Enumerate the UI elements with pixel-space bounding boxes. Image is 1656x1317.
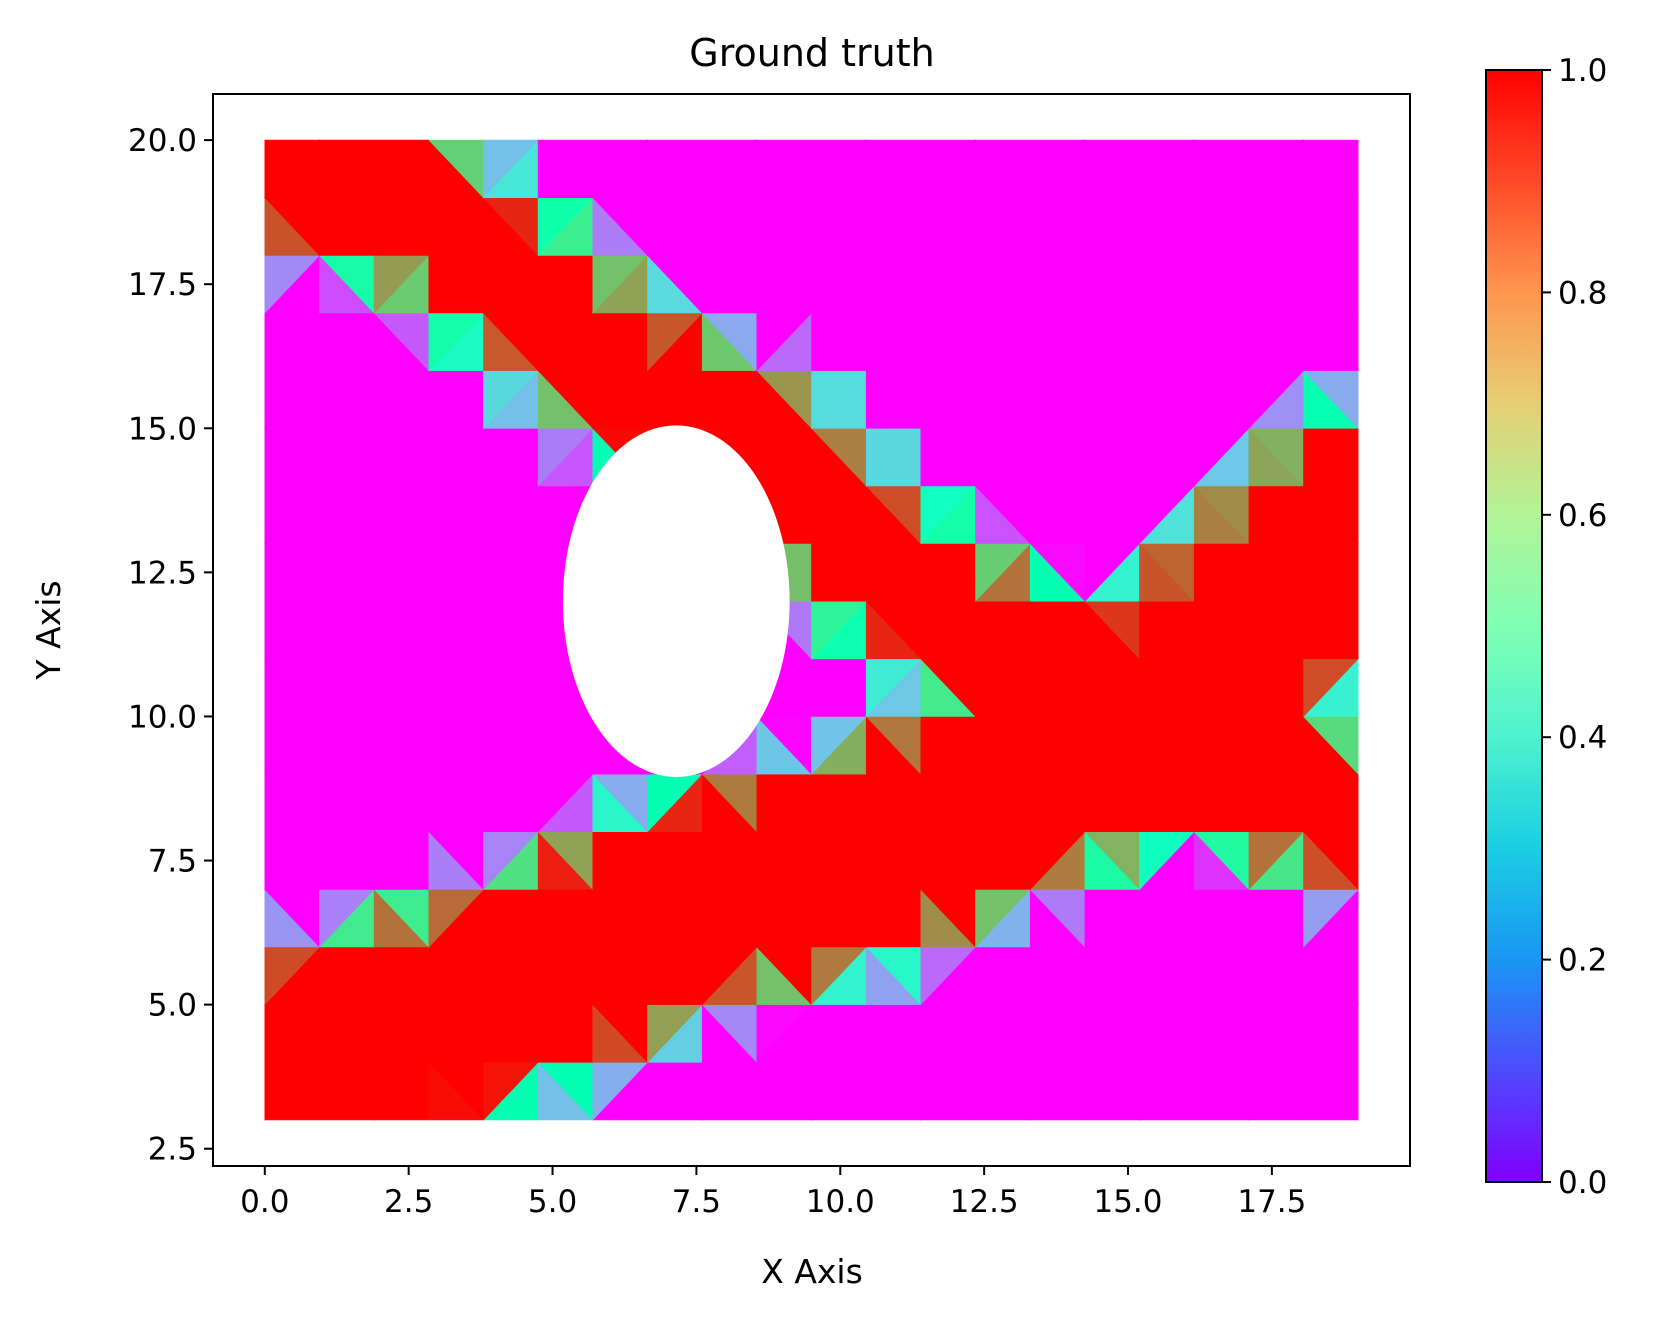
y-tick-label: 7.5 — [148, 844, 197, 880]
colorbar-ticks: 0.0 0.2 0.4 0.6 0.8 1.0 — [1542, 53, 1607, 1201]
chart-title: Ground truth — [689, 31, 934, 75]
mesh-triangle — [811, 139, 867, 199]
y-tick-label: 10.0 — [128, 699, 197, 735]
colorbar-tick-label: 0.4 — [1558, 720, 1607, 756]
mesh-triangle — [592, 139, 649, 199]
mesh-triangle — [1248, 139, 1305, 199]
colorbar-tick-label: 0.8 — [1558, 275, 1607, 311]
y-tick-label: 2.5 — [148, 1132, 197, 1168]
y-tick-label: 5.0 — [148, 988, 197, 1024]
mesh-triangle — [1139, 139, 1195, 199]
x-tick-label: 7.5 — [672, 1184, 721, 1220]
y-tick-label: 17.5 — [128, 267, 197, 303]
colorbar — [1485, 69, 1543, 1183]
x-tick-label: 17.5 — [1237, 1184, 1306, 1220]
y-tick-label: 20.0 — [128, 123, 197, 159]
colorbar-tick-label: 1.0 — [1558, 53, 1607, 89]
x-tick-label: 2.5 — [384, 1184, 433, 1220]
x-tick-label: 0.0 — [240, 1184, 289, 1220]
triangle-mesh — [264, 139, 1359, 1121]
x-tick-label: 10.0 — [806, 1184, 875, 1220]
colorbar-tick-label: 0.2 — [1558, 943, 1607, 979]
x-tick-label: 12.5 — [950, 1184, 1019, 1220]
mesh-triangle — [373, 139, 430, 199]
x-axis-label: X Axis — [761, 1252, 863, 1291]
x-axis-ticks: 0.0 2.5 5.0 7.5 10.0 12.5 15.0 17.5 — [240, 1166, 1306, 1220]
colorbar-tick-label: 0.0 — [1558, 1165, 1607, 1201]
plot-frame — [212, 93, 1411, 1167]
mesh-triangle — [701, 139, 758, 199]
mesh-triangle — [483, 139, 539, 199]
y-axis-label: Y Axis — [29, 580, 68, 680]
circular-hole — [562, 425, 790, 777]
y-axis-ticks: 2.5 5.0 7.5 10.0 12.5 15.0 17.5 20.0 — [128, 123, 213, 1168]
mesh-triangle — [1302, 139, 1359, 199]
mesh-triangle — [264, 139, 321, 199]
x-tick-label: 5.0 — [528, 1184, 577, 1220]
x-tick-label: 15.0 — [1093, 1184, 1162, 1220]
y-tick-label: 15.0 — [128, 411, 197, 447]
y-tick-label: 12.5 — [128, 555, 197, 591]
colorbar-tick-label: 0.6 — [1558, 498, 1607, 534]
mesh-triangle — [920, 139, 977, 199]
mesh-triangle — [1029, 139, 1086, 199]
